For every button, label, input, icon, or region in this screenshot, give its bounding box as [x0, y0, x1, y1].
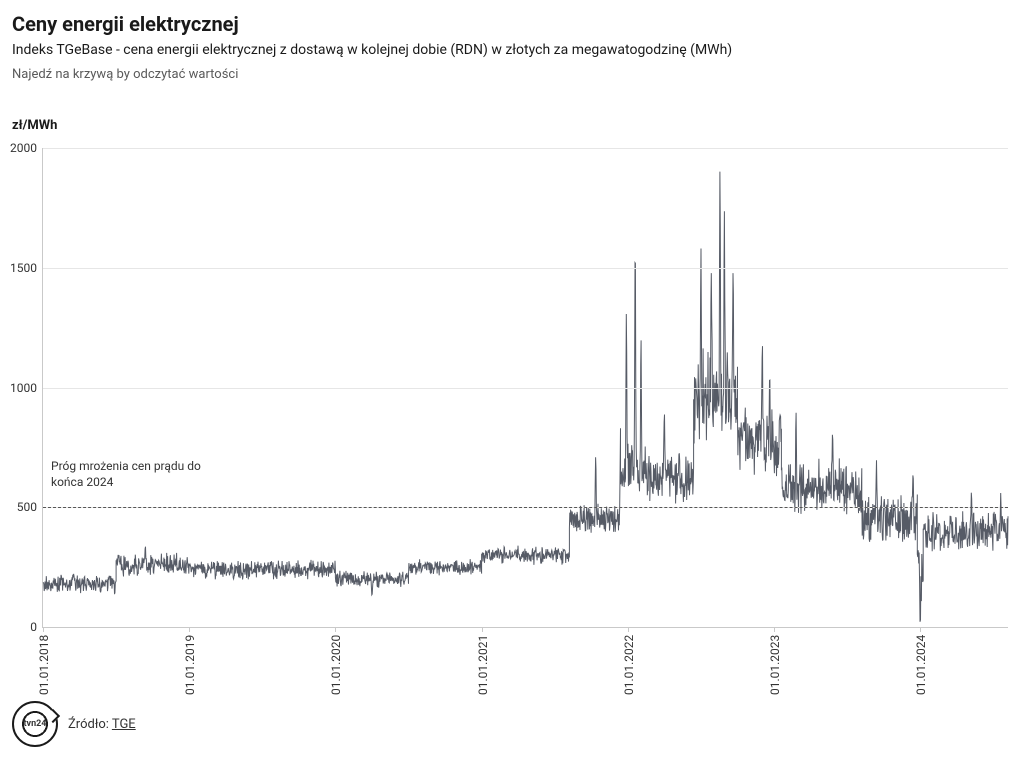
threshold-line	[43, 507, 1008, 508]
chart-hint: Najedź na krzywą by odczytać wartości	[12, 67, 1008, 82]
y-axis-title: zł/MWh	[12, 118, 57, 133]
x-tick-mark	[189, 627, 190, 632]
threshold-label: Próg mrożenia cen prądu do końca 2024	[51, 459, 211, 490]
y-tick-label: 500	[17, 500, 43, 514]
x-tick-label: 01.01.2024	[914, 635, 928, 695]
source-credit: Źródło: TGE	[68, 717, 136, 732]
chart-title: Ceny energii elektrycznej	[12, 12, 1008, 37]
x-tick-label: 01.01.2018	[37, 635, 51, 695]
tvn24-logo-icon: tvn24	[12, 701, 58, 747]
x-tick-label: 01.01.2023	[768, 635, 782, 695]
chart-footer: tvn24 Źródło: TGE	[12, 701, 136, 747]
x-tick-mark	[482, 627, 483, 632]
series-path	[43, 172, 1008, 622]
grid-line	[43, 268, 1008, 269]
y-tick-label: 1000	[10, 381, 43, 395]
x-tick-mark	[43, 627, 44, 632]
x-tick-mark	[628, 627, 629, 632]
x-tick-mark	[920, 627, 921, 632]
line-chart[interactable]: 050010001500200001.01.201801.01.201901.0…	[42, 148, 1008, 628]
logo-text: tvn24	[24, 719, 47, 729]
source-prefix: Źródło:	[68, 717, 112, 732]
y-tick-label: 1500	[10, 261, 43, 275]
y-tick-label: 2000	[10, 141, 43, 155]
x-tick-mark	[335, 627, 336, 632]
x-tick-label: 01.01.2022	[622, 635, 636, 695]
x-tick-label: 01.01.2019	[183, 635, 197, 695]
x-tick-label: 01.01.2020	[329, 635, 343, 695]
grid-line	[43, 148, 1008, 149]
x-tick-label: 01.01.2021	[476, 635, 490, 695]
x-tick-mark	[774, 627, 775, 632]
grid-line	[43, 388, 1008, 389]
y-tick-label: 0	[30, 620, 43, 634]
source-link[interactable]: TGE	[112, 717, 136, 732]
chart-subtitle: Indeks TGeBase - cena energii elektryczn…	[12, 41, 1008, 61]
